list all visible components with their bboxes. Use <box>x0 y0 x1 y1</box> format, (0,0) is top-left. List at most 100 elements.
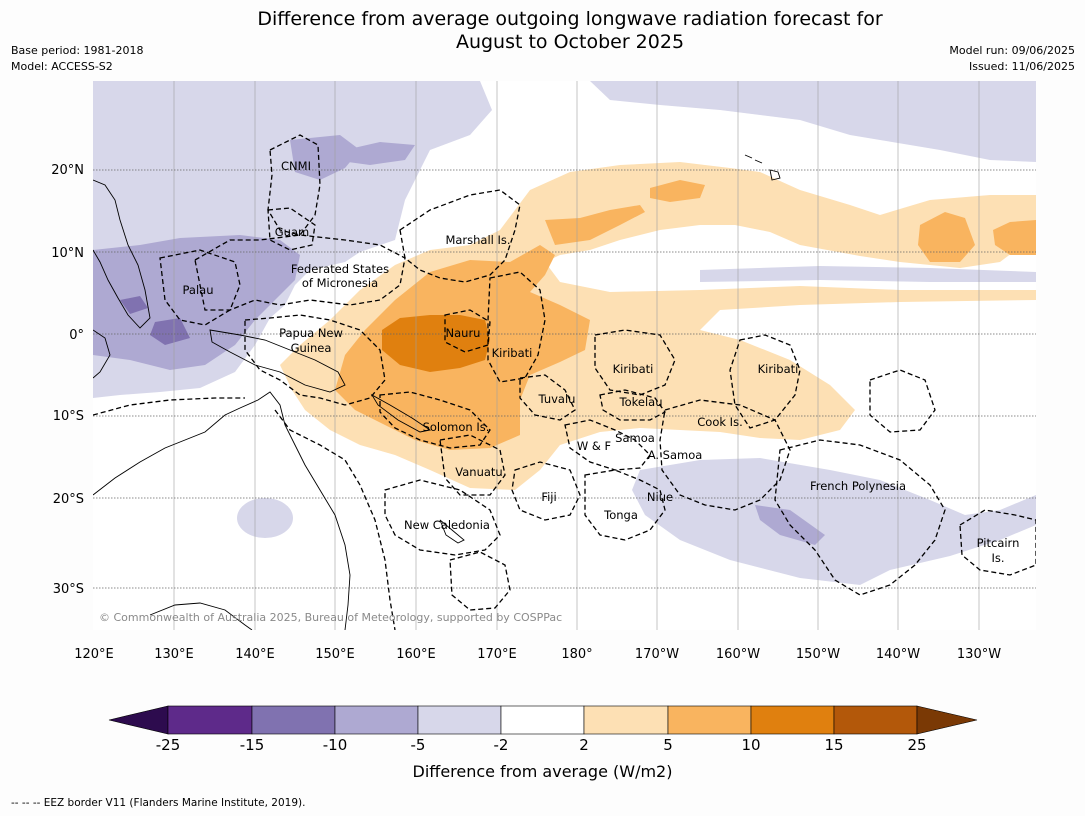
colorbar-high-extension <box>916 705 978 735</box>
colorbar-tick: -2 <box>494 736 509 754</box>
australia-coast <box>93 391 351 630</box>
y-tick-labels: 20°N 10°N 0° 10°S 20°S 30°S <box>51 163 84 597</box>
colorbar-tick: 25 <box>907 736 926 754</box>
eez-tokelau <box>599 389 666 421</box>
colorbar-swatch <box>334 705 419 735</box>
colorbar-swatch <box>500 705 585 735</box>
label-kiribati-gilbert: Kiribati <box>492 346 533 360</box>
label-wallis-futuna: W & F <box>577 439 611 453</box>
y-tick-label: 10°N <box>51 246 84 261</box>
metadata-left: Base period: 1981-2018 Model: ACCESS-S2 <box>11 43 143 75</box>
eez-cook <box>659 399 791 511</box>
x-tick-label: 180° <box>561 647 592 662</box>
label-guam: Guam <box>275 225 309 239</box>
negative-anomaly-band-eq <box>700 266 1036 282</box>
label-png-line2: Guinea <box>291 341 332 355</box>
eez-fiji <box>511 461 581 521</box>
y-tick-label: 20°S <box>53 492 84 507</box>
x-tick-label: 150°E <box>315 647 355 662</box>
label-solomon: Solomon Is. <box>423 420 490 434</box>
x-tick-label: 130°E <box>154 647 194 662</box>
colorbar-tick: -15 <box>240 736 265 754</box>
region-labels: CNMI Guam Marshall Is. Federated States … <box>183 159 1020 565</box>
eez-kiribati-gilbert <box>487 271 546 383</box>
eez-png <box>244 314 386 406</box>
y-tick-label: 30°S <box>53 582 84 597</box>
eez-marquesas <box>869 369 936 433</box>
label-tokelau: Tokelau <box>619 395 663 409</box>
eez-tuvalu <box>519 374 576 421</box>
label-png-line1: Papua New <box>279 326 343 340</box>
colorbar-swatch <box>251 705 336 735</box>
positive-anomaly-east <box>918 212 1036 262</box>
negative-anomaly-cnmi <box>290 135 360 180</box>
borneo-coast <box>93 329 111 379</box>
eez-norfolk <box>449 551 511 611</box>
coastlines <box>93 154 781 630</box>
colorbar-swatch <box>667 705 752 735</box>
colorbar-tick: 10 <box>741 736 760 754</box>
colorbar-label: Difference from average (W/m2) <box>412 762 673 781</box>
new-caledonia-coast <box>439 519 465 544</box>
label-vanuatu: Vanuatu <box>455 465 502 479</box>
eez-kiribati-line <box>729 334 801 429</box>
x-tick-label: 170°E <box>477 647 517 662</box>
label-kiribati-phoenix: Kiribati <box>613 362 654 376</box>
label-samoa: Samoa <box>615 431 655 445</box>
eez-niue-tonga <box>584 469 666 541</box>
label-fsm-line1: Federated States <box>291 262 389 276</box>
model-run: Model run: 09/06/2025 <box>949 44 1075 57</box>
colorbar-tick: -10 <box>323 736 348 754</box>
label-niue: Niue <box>647 490 673 504</box>
x-tick-label: 150°W <box>796 647 840 662</box>
label-kiribati-line: Kiribati <box>758 362 799 376</box>
eez-borders <box>93 134 1036 630</box>
x-tick-label: 120°E <box>74 647 114 662</box>
x-tick-label: 140°W <box>876 647 920 662</box>
chart-title: Difference from average outgoing longwav… <box>0 8 1085 54</box>
x-tick-label: 140°E <box>235 647 275 662</box>
y-tick-label: 0° <box>69 328 84 343</box>
eez-palau <box>159 249 241 326</box>
eez-pitcairn <box>959 509 1036 576</box>
colorbar-tick: 2 <box>579 736 589 754</box>
x-tick-label: 170°W <box>635 647 679 662</box>
base-period: Base period: 1981-2018 <box>11 44 144 57</box>
label-tuvalu: Tuvalu <box>538 392 576 406</box>
negative-anomaly-southeast <box>632 458 1036 585</box>
eez-footnote: -- -- -- EEZ border V11 (Flanders Marine… <box>11 797 306 809</box>
colorbar-swatch <box>750 705 835 735</box>
philippines-coast <box>93 179 151 329</box>
negative-anomaly-coral-sea <box>237 498 293 538</box>
copyright-text: © Commonwealth of Australia 2025, Bureau… <box>99 611 562 624</box>
solomon-coast <box>370 393 432 433</box>
x-tick-labels: 120°E 130°E 140°E 150°E 160°E 170°E 180°… <box>74 647 1001 662</box>
eez-vanuatu <box>439 434 506 496</box>
eez-kiribati-phoenix <box>594 329 676 396</box>
anomaly-fields <box>93 81 1036 585</box>
new-guinea-coast <box>209 329 346 393</box>
label-marshall: Marshall Is. <box>445 233 510 247</box>
eez-wallis-samoa <box>564 419 651 471</box>
eez-french-polynesia <box>774 439 946 596</box>
title-line-1: Difference from average outgoing longwav… <box>257 8 883 30</box>
colorbar-tick: -5 <box>411 736 426 754</box>
label-american-samoa: A. Samoa <box>648 448 703 462</box>
label-fsm-line2: of Micronesia <box>302 276 378 290</box>
title-line-2: August to October 2025 <box>455 31 685 53</box>
negative-anomaly-cnmi-east <box>345 142 415 165</box>
colorbar-low-extension <box>108 705 169 735</box>
eez-fsm <box>194 234 406 311</box>
eez-guam <box>267 207 316 251</box>
label-tonga: Tonga <box>603 508 638 522</box>
y-tick-label: 20°N <box>51 163 84 178</box>
positive-anomaly-core <box>382 315 490 372</box>
eez-nauru <box>444 309 491 353</box>
label-fiji: Fiji <box>541 490 556 504</box>
label-pitcairn-line1: Pitcairn <box>977 536 1020 550</box>
colorbar-swatch <box>167 705 253 735</box>
metadata-right: Model run: 09/06/2025 Issued: 11/06/2025 <box>949 43 1075 75</box>
x-tick-label: 160°E <box>396 647 436 662</box>
colorbar-tick: -25 <box>156 736 181 754</box>
